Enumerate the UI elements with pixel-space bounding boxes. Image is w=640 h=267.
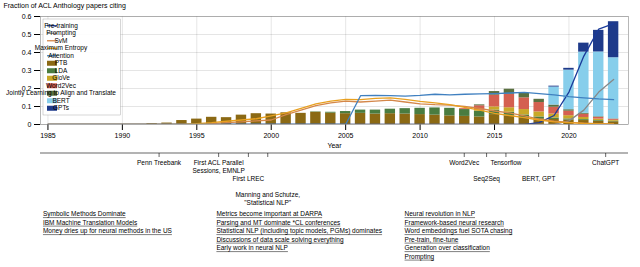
svg-text:Prompting: Prompting [405,253,435,261]
svg-text:0: 0 [28,121,32,128]
svg-text:ChatGPT: ChatGPT [592,159,619,166]
svg-text:Early work in neural NLP: Early work in neural NLP [216,244,288,252]
svg-text:LDA: LDA [55,67,68,74]
svg-text:0.4: 0.4 [22,49,32,56]
svg-text:Fraction of ACL Anthology pape: Fraction of ACL Anthology papers citing [4,2,126,10]
svg-text:Generation over classification: Generation over classification [405,244,491,251]
svg-text:First LREC: First LREC [233,175,265,182]
svg-text:Prompting: Prompting [46,29,76,37]
svg-text:Word2Vec: Word2Vec [46,82,77,89]
svg-text:Neural revolution in NLP: Neural revolution in NLP [405,210,475,217]
svg-text:Jointly Learning to Align and: Jointly Learning to Align and Translate [6,89,116,97]
svg-text:Metrics become important at DA: Metrics become important at DARPA [216,210,322,218]
svg-text:Word embeddings fuel SOTA chas: Word embeddings fuel SOTA chasing [405,227,513,235]
svg-text:2015: 2015 [487,132,503,139]
svg-text:Seq2Seq: Seq2Seq [473,175,500,183]
svg-text:Penn Treebank: Penn Treebank [137,159,182,166]
svg-text:Maximum Entropy: Maximum Entropy [34,44,88,52]
svg-text:2000: 2000 [263,132,279,139]
svg-text:1990: 1990 [115,132,131,139]
svg-text:BERT: BERT [52,97,69,104]
svg-text:Attention: Attention [48,52,74,59]
svg-text:Money dries up for neural meth: Money dries up for neural methods in the… [43,227,173,235]
svg-text:0.5: 0.5 [22,31,32,38]
svg-text:Framework-based neural researc: Framework-based neural research [405,219,505,226]
svg-text:Parsing and MT dominate *CL co: Parsing and MT dominate *CL conferences [216,219,341,227]
svg-text:Statistical NLP (including top: Statistical NLP (including topic models,… [216,227,382,235]
svg-text:GPTs: GPTs [53,104,70,111]
svg-text:0.2: 0.2 [21,84,32,92]
svg-text:Symbolic Methods Dominate: Symbolic Methods Dominate [43,210,126,218]
svg-text:Tensorflow: Tensorflow [490,159,521,166]
svg-text:BERT, GPT: BERT, GPT [522,175,556,182]
svg-text:1985: 1985 [40,132,56,139]
svg-text:0.3: 0.3 [22,67,32,74]
svg-text:2010: 2010 [412,132,428,139]
svg-text:PTB: PTB [55,59,68,66]
svg-text:GloVe: GloVe [52,74,70,81]
svg-text:Pre-train, fine-tune: Pre-train, fine-tune [405,236,459,243]
svg-text:SvM: SvM [55,37,68,44]
svg-text:IBM Machine Translation Models: IBM Machine Translation Models [43,219,138,226]
svg-text:0.6: 0.6 [22,13,32,20]
svg-text:0.1: 0.1 [22,103,32,110]
svg-text:Year: Year [327,142,342,149]
svg-text:Discussions of data scale solv: Discussions of data scale solving everyt… [216,236,344,244]
svg-text:Word2Vec: Word2Vec [449,159,480,166]
svg-text:2005: 2005 [338,132,354,139]
svg-text:2020: 2020 [561,132,577,139]
svg-text:Pre-training: Pre-training [44,21,78,29]
svg-text:First ACL ParallelSessions, EM: First ACL ParallelSessions, EMNLP [192,159,244,174]
svg-text:1995: 1995 [189,132,205,139]
svg-text:Manning and Schutze,"Statistic: Manning and Schutze,"Statistical NLP" [235,191,300,206]
